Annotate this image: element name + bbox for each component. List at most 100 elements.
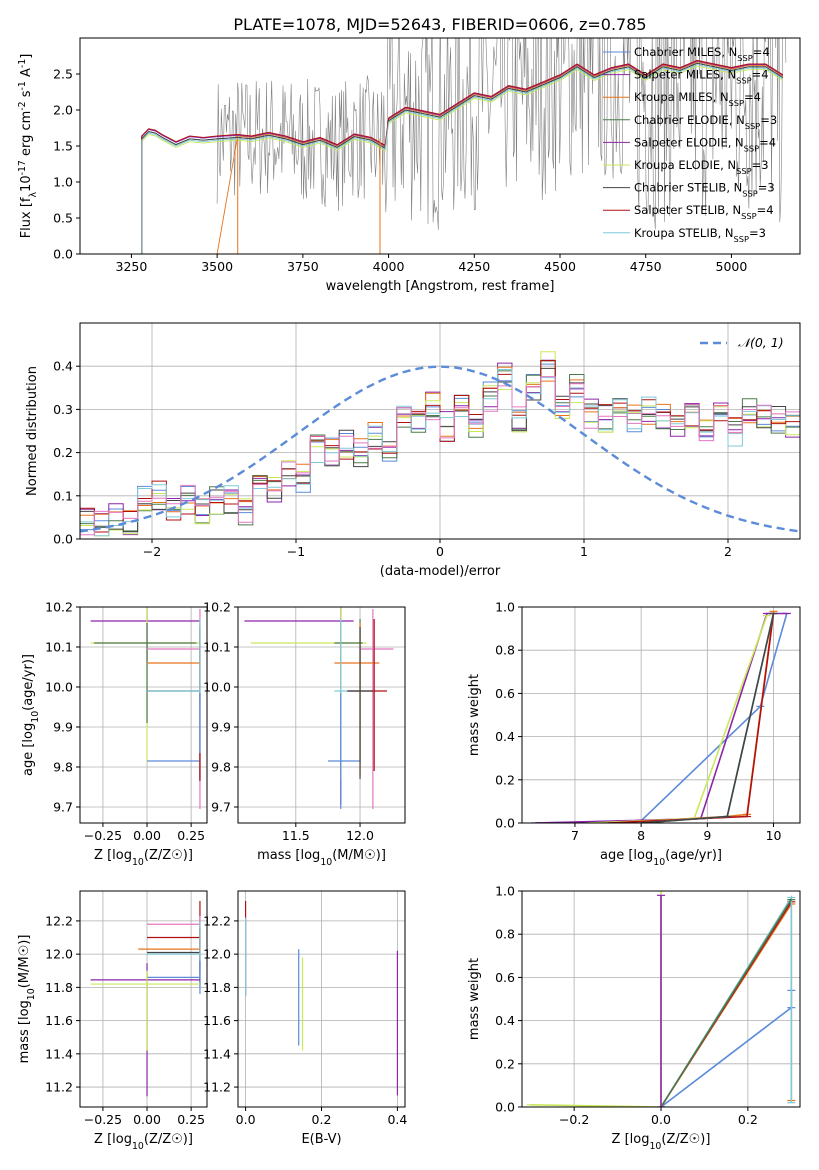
y-tick-label: 10.2 bbox=[203, 600, 231, 615]
x-tick-label: 1 bbox=[580, 544, 588, 559]
y-tick-label: 10.0 bbox=[203, 680, 231, 695]
y-tick-label: 9.9 bbox=[211, 720, 231, 735]
y-tick-label: 1.0 bbox=[495, 600, 515, 615]
x-axis-label: age [log10(age/yr)] bbox=[600, 848, 722, 868]
legend-label: 𝒩(0, 1) bbox=[738, 335, 784, 350]
y-tick-label: 0.2 bbox=[53, 445, 73, 460]
y-tick-label: 12.0 bbox=[203, 947, 231, 962]
model-spectrum-line bbox=[131, 60, 784, 254]
y-tick-label: 10.2 bbox=[45, 600, 73, 615]
y-tick-label: 11.6 bbox=[203, 1013, 231, 1028]
y-tick-label: 11.4 bbox=[203, 1046, 231, 1061]
x-axis-label: mass [log10(M/M☉)] bbox=[257, 848, 386, 868]
legend-label: Chabrier STELIB, NSSP=3 bbox=[634, 181, 775, 199]
panel-mass-vs-Z: −0.25 0.00 0.25 11.2 11.4 11.6 11.8 12.0 12.2 Z [… bbox=[17, 890, 208, 1152]
y-tick-label: 11.8 bbox=[45, 980, 73, 995]
y-tick-label: 9.7 bbox=[211, 800, 231, 815]
x-axis-label: (data-model)/error bbox=[380, 564, 501, 579]
legend-label: Kroupa STELIB, NSSP=3 bbox=[634, 226, 766, 244]
x-tick-label: 0.25 bbox=[177, 828, 205, 843]
y-tick-label: 0.4 bbox=[495, 1013, 515, 1028]
massweight-line bbox=[530, 891, 662, 1107]
y-tick-label: 0.0 bbox=[53, 247, 73, 262]
histogram-step bbox=[80, 369, 800, 537]
plot-area bbox=[531, 610, 791, 823]
panel-residuals: −2 −1 0 1 2 0.0 0.1 0.2 0.3 0.4 (data-model)/error… bbox=[25, 322, 801, 579]
axes-frame bbox=[237, 606, 406, 824]
panel-age-vs-mass: 11.5 12.0 9.7 9.8 9.9 10.0 10.1 10.2 mass [log10… bbox=[203, 600, 406, 868]
y-tick-label: 0.3 bbox=[53, 402, 73, 417]
y-tick-label: 0.4 bbox=[495, 729, 515, 744]
y-tick-label: 0.8 bbox=[495, 927, 515, 942]
y-tick-label: 11.2 bbox=[45, 1080, 73, 1095]
y-tick-label: 10.0 bbox=[45, 680, 73, 695]
y-tick-label: 9.9 bbox=[53, 720, 73, 735]
x-axis-label: Z [log10(Z/Z☉)] bbox=[94, 848, 193, 868]
x-tick-label: 7 bbox=[571, 828, 579, 843]
x-axis-label: E(B-V) bbox=[301, 1132, 341, 1147]
model-spectrum-line bbox=[131, 62, 784, 254]
x-axis-label: wavelength [Angstrom, rest frame] bbox=[326, 279, 555, 294]
y-tick-label: 0.2 bbox=[495, 772, 515, 787]
y-tick-label: 11.6 bbox=[45, 1013, 73, 1028]
legend-label: Chabrier MILES, NSSP=4 bbox=[634, 45, 770, 63]
y-tick-label: 1.0 bbox=[495, 884, 515, 899]
plot-area bbox=[244, 900, 399, 1096]
x-tick-label: 11.5 bbox=[282, 828, 310, 843]
legend-label: Salpeter ELODIE, NSSP=4 bbox=[634, 135, 776, 153]
x-tick-label: 0.2 bbox=[738, 1112, 758, 1127]
y-tick-label: 1.0 bbox=[53, 175, 73, 190]
y-axis-label: Flux [fλ10-17 erg cm-2 s-1 A-1] bbox=[17, 54, 39, 239]
legend-label: Salpeter STELIB, NSSP=4 bbox=[634, 203, 774, 221]
y-tick-label: 12.0 bbox=[45, 947, 73, 962]
y-tick-label: 0.1 bbox=[53, 488, 73, 503]
y-tick-label: 9.8 bbox=[53, 760, 73, 775]
legend-label: Kroupa MILES, NSSP=4 bbox=[634, 90, 761, 108]
y-tick-label: 0.5 bbox=[53, 211, 73, 226]
model-spectrum-line bbox=[131, 65, 784, 254]
histogram-step bbox=[80, 367, 800, 533]
y-tick-label: 9.7 bbox=[53, 800, 73, 815]
plot-area bbox=[90, 607, 201, 809]
y-tick-label: 2.5 bbox=[53, 67, 73, 82]
x-tick-label: 9 bbox=[703, 828, 711, 843]
x-tick-label: 4750 bbox=[630, 259, 662, 274]
y-tick-label: 0.0 bbox=[53, 532, 73, 547]
x-tick-label: 0.4 bbox=[387, 1112, 407, 1127]
x-tick-label: −0.25 bbox=[84, 1112, 122, 1127]
plot-area bbox=[90, 900, 201, 1097]
y-tick-label: 11.4 bbox=[45, 1046, 73, 1061]
y-axis-label: Normed distribution bbox=[25, 366, 40, 496]
x-tick-label: 0.2 bbox=[312, 1112, 332, 1127]
y-axis-label: mass weight bbox=[467, 674, 482, 756]
x-tick-label: 0.0 bbox=[651, 1112, 671, 1127]
x-tick-label: −1 bbox=[287, 544, 305, 559]
model-spectrum-line bbox=[131, 64, 784, 254]
model-spectrum-line bbox=[131, 61, 784, 254]
x-tick-label: −2 bbox=[143, 544, 161, 559]
y-tick-label: 10.1 bbox=[203, 640, 231, 655]
y-tick-label: 0.0 bbox=[495, 816, 515, 831]
y-axis-label: mass [log10(M/M☉)] bbox=[17, 935, 37, 1064]
y-tick-label: 0.2 bbox=[495, 1056, 515, 1071]
x-tick-label: −0.25 bbox=[84, 828, 122, 843]
x-axis-label: Z [log10(Z/Z☉)] bbox=[612, 1132, 711, 1152]
y-tick-label: 0.0 bbox=[495, 1100, 515, 1115]
y-tick-label: 0.4 bbox=[53, 359, 73, 374]
y-tick-label: 0.6 bbox=[495, 970, 515, 985]
figure-title: PLATE=1078, MJD=52643, FIBERID=0606, z=0… bbox=[233, 15, 646, 34]
legend-label: Chabrier ELODIE, NSSP=3 bbox=[634, 113, 777, 131]
x-tick-label: 8 bbox=[637, 828, 645, 843]
y-axis-label: age [log10(age/yr)] bbox=[21, 654, 41, 776]
x-axis-label: Z [log10(Z/Z☉)] bbox=[94, 1132, 193, 1152]
massweight-line bbox=[660, 990, 793, 1107]
y-tick-label: 2.0 bbox=[53, 103, 73, 118]
massweight-line bbox=[660, 899, 792, 1107]
x-tick-label: 2 bbox=[724, 544, 732, 559]
plot-area bbox=[244, 607, 394, 809]
x-tick-label: 0 bbox=[436, 544, 444, 559]
y-tick-label: 0.8 bbox=[495, 643, 515, 658]
legend-label: Salpeter MILES, NSSP=4 bbox=[634, 68, 769, 86]
plot-area bbox=[526, 891, 796, 1107]
panel-age-vs-Z: −0.25 0.00 0.25 9.7 9.8 9.9 10.0 10.1 10.2 Z [log… bbox=[21, 600, 208, 868]
